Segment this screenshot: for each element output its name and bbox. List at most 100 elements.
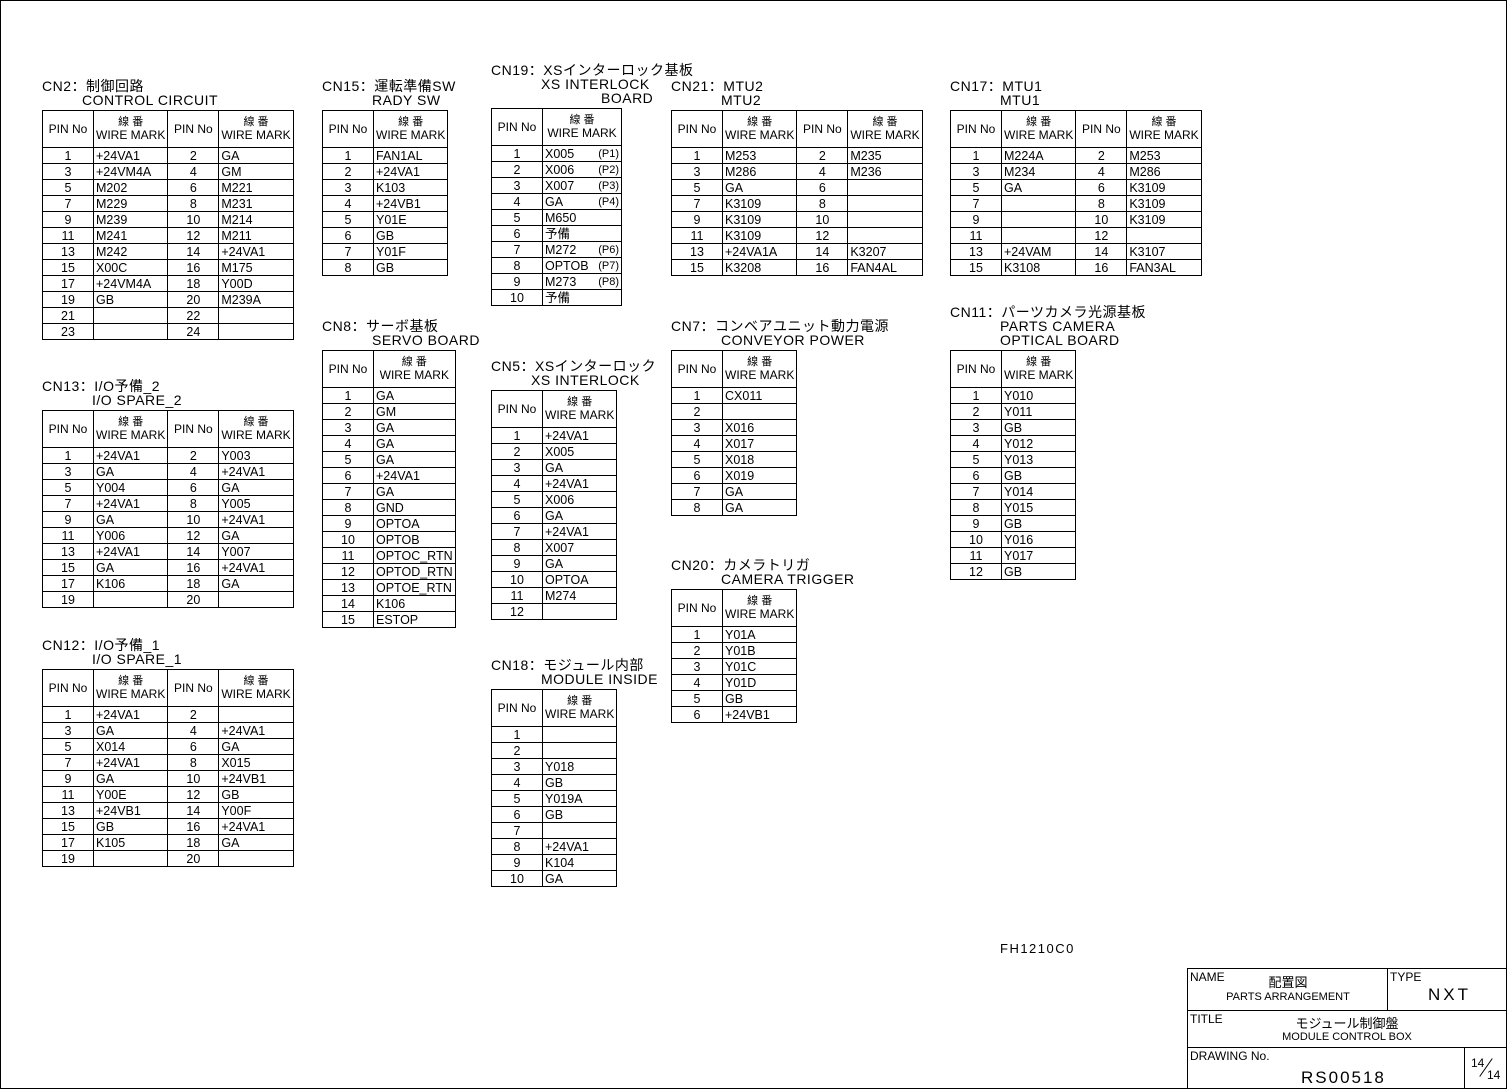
title-line: CN11：パーツカメラ光源基板 xyxy=(950,304,1146,320)
wire-mark: GA xyxy=(218,738,294,755)
table-row: 2 X005 xyxy=(491,443,618,460)
header-row: PIN No 線 番 WIRE MARK PIN No 線 番 WIRE MARK xyxy=(950,110,1202,148)
wire-mark: +24VA1 xyxy=(541,523,618,540)
pad-label: (P3) xyxy=(598,179,619,192)
table-row: 1 Y010 xyxy=(950,387,1077,404)
wire-mark xyxy=(92,323,169,340)
wire-header: 線 番 WIRE MARK xyxy=(721,589,798,627)
pin-header: PIN No xyxy=(322,110,374,148)
wire-mark: GA xyxy=(721,179,798,196)
pin-number: 4 xyxy=(671,435,723,452)
table-row: 1 xyxy=(491,726,618,743)
wire-mark: M650 xyxy=(542,209,622,226)
wire-mark: Y00F xyxy=(218,802,294,819)
wire-mark: GB xyxy=(92,818,169,835)
pad-label: (P2) xyxy=(598,163,619,176)
wire-mark xyxy=(92,307,169,324)
pin-number: 5 xyxy=(671,690,723,707)
wire-mark: K106 xyxy=(92,575,169,592)
pin-number: 14 xyxy=(322,595,374,612)
wire-mark-text: M274 xyxy=(545,588,577,603)
table-row: 17 K106 18 GA xyxy=(42,575,294,592)
title-line: CN21：MTU2 xyxy=(671,78,764,94)
connector-title: CN5：XSインターロック XS INTERLOCK xyxy=(491,359,656,387)
pin-table: PIN No 線 番 WIRE MARK 1 +24VA1 2 X005 3 GA 4 +24VA1… xyxy=(491,390,618,620)
wire-mark-text: X005 xyxy=(545,146,575,161)
wire-mark-text: GA xyxy=(545,556,564,571)
pin-number: 2 xyxy=(491,443,543,460)
wire-mark: M214 xyxy=(218,211,294,228)
wire-header-jp: 線 番 xyxy=(569,114,595,126)
pin-number: 2 xyxy=(167,147,220,164)
pin-number: 6 xyxy=(671,706,723,723)
table-row: 5 GA 6 xyxy=(671,179,923,196)
wire-header: 線 番 WIRE MARK xyxy=(218,410,294,448)
title-line: CN12：I/O予備_1 xyxy=(42,637,161,653)
pin-header: PIN No xyxy=(950,350,1002,388)
pin-number: 2 xyxy=(491,161,543,178)
drawing-no: RS00518 xyxy=(1301,1068,1386,1087)
wire-mark: +24VM4A xyxy=(92,163,169,180)
table-row: 8 Y015 xyxy=(950,499,1077,516)
wire-header-jp: 線 番 xyxy=(118,116,144,128)
pin-number: 10 xyxy=(167,770,220,787)
wire-mark-text: GB xyxy=(725,691,744,706)
wire-mark-text: M650 xyxy=(545,210,577,225)
pin-number: 7 xyxy=(42,754,94,771)
title-line: CN18：モジュール内部 xyxy=(491,657,644,673)
wire-header-jp: 線 番 xyxy=(401,356,427,368)
wire-mark: +24VB1 xyxy=(92,802,169,819)
connector-cn15: CN15：運転準備SW RADY SW PIN No 線 番 WIRE MARK 1 FAN… xyxy=(322,79,455,276)
wire-mark: +24VA1 xyxy=(218,243,294,260)
wire-mark: Y01B xyxy=(721,642,798,659)
wire-mark: M241 xyxy=(92,227,169,244)
wire-mark: GA xyxy=(218,575,294,592)
table-row: 4 GA (P4) xyxy=(491,193,622,210)
wire-mark-text: Y01B xyxy=(725,643,756,658)
header-row: PIN No 線 番 WIRE MARK PIN No 線 番 WIRE MARK xyxy=(42,110,294,148)
wire-mark: GA xyxy=(1000,179,1077,196)
pin-number: 10 xyxy=(491,571,543,588)
wire-mark-text: M273 xyxy=(545,274,577,289)
pin-table: PIN No 線 番 WIRE MARK 1 GA 2 GM 3 GA 4 GA 5 GA 6 +24VA1… xyxy=(322,350,456,628)
table-row: 7 +24VA1 8 Y005 xyxy=(42,495,294,512)
table-row: 3 GA xyxy=(322,419,456,436)
table-row: 3 GB xyxy=(950,419,1077,436)
wire-header: 線 番 WIRE MARK xyxy=(847,110,923,148)
wire-mark: K3207 xyxy=(847,243,923,260)
wire-mark: Y003 xyxy=(218,447,294,464)
wire-mark: GA xyxy=(721,499,798,516)
pin-number: 7 xyxy=(491,241,543,258)
wire-mark: OPTOE_RTN xyxy=(373,579,456,596)
pin-number: 2 xyxy=(491,742,543,759)
pin-number: 1 xyxy=(42,706,94,723)
pin-header: PIN No xyxy=(491,689,543,727)
pin-header: PIN No xyxy=(491,108,543,146)
wire-mark xyxy=(92,591,169,608)
wire-mark: M239 xyxy=(92,211,169,228)
pin-number: 16 xyxy=(796,259,849,276)
table-row: 1 +24VA1 2 GA xyxy=(42,147,294,164)
wire-mark: +24VA1 xyxy=(541,475,618,492)
table-row: 11 OPTOC_RTN xyxy=(322,547,456,564)
wire-mark: 予備 xyxy=(542,225,622,242)
pin-number: 22 xyxy=(167,307,220,324)
pin-number: 10 xyxy=(167,511,220,528)
wire-mark: Y006 xyxy=(92,527,169,544)
wire-mark: X005 xyxy=(541,443,618,460)
wire-mark: GB xyxy=(541,774,618,791)
table-row: 5 X014 6 GA xyxy=(42,738,294,755)
wire-mark: Y00E xyxy=(92,786,169,803)
wire-mark: K3107 xyxy=(1126,243,1202,260)
pin-number: 12 xyxy=(167,786,220,803)
pad-label: (P4) xyxy=(598,195,619,208)
pin-number: 13 xyxy=(42,543,94,560)
wire-mark-text: GA xyxy=(376,452,395,467)
pin-number: 1 xyxy=(950,147,1002,164)
type-cell: TYPE NXT xyxy=(1387,969,1507,1010)
pin-table: PIN No 線 番 WIRE MARK 1 Y010 2 Y011 3 GB 4 Y012 5 Y01… xyxy=(950,350,1077,580)
wire-mark-text: GB xyxy=(1004,516,1023,531)
wire-header-jp: 線 番 xyxy=(118,675,144,687)
table-row: 5 Y004 6 GA xyxy=(42,479,294,496)
wire-mark: M221 xyxy=(218,179,294,196)
